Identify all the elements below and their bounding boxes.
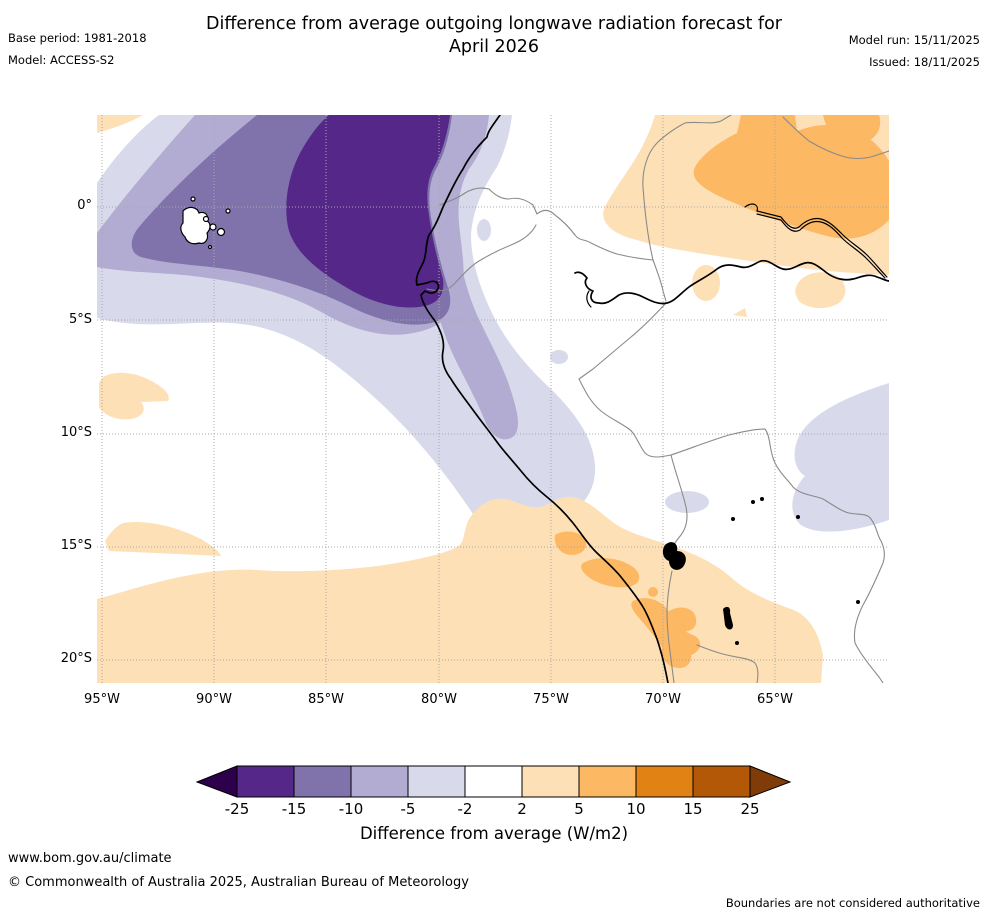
cb-tick-neg5: -5 [400,800,416,818]
footer-url: www.bom.gov.au/climate [8,851,172,866]
ucayali-river [586,290,592,308]
lon-label-85w: 85°W [308,692,344,707]
footer-copyright: © Commonwealth of Australia 2025, Austra… [8,875,469,890]
contours-positive [97,115,889,683]
contour-pos-2-west-mitten [99,372,169,420]
cb-tick-pos10: 10 [626,800,646,818]
andean-lakes [662,497,860,645]
contour-pos-5-northeast-main [693,115,889,239]
contour-pos-5-andes1 [554,531,587,555]
page-title-line1: Difference from average outgoing longwav… [206,14,782,34]
colorbar: -25 [180,760,810,804]
colorbar-tick-labels: -25 [225,801,250,804]
map-canvas [97,115,889,683]
lon-label-70w: 70°W [645,692,681,707]
contour-neg-5-coastal-strip [433,211,518,440]
lat-label-15s: 15°S [60,538,92,553]
islands-and-lakes [180,196,860,645]
page-title-line2: April 2026 [448,37,540,57]
contour-pos-2-south-band [97,496,823,683]
lon-label-90w: 90°W [196,692,232,707]
lon-label-80w: 80°W [421,692,457,707]
model-label: Model: ACCESS-S2 [8,53,115,67]
colorbar-seg-0 [236,765,295,798]
contours-negative-east [550,350,889,532]
amazon-river [574,259,889,305]
colorbar-tick: -25 [225,801,250,804]
contour-pos-2-amazon-spot2 [795,272,846,309]
country-borders [426,115,889,683]
model-run-label: Model run: 15/11/2025 [848,33,980,47]
rio-negro-bank-north [744,203,888,278]
contour-neg-15 [286,115,450,308]
lake-titicaca [662,542,686,570]
contour-pos-5-titicaca-south [661,642,692,669]
contour-pos-2-amazon-spot3 [733,308,747,317]
footer-boundaries-note: Boundaries are not considered authoritat… [725,896,980,910]
cb-tick-pos15: 15 [683,800,703,818]
colorbar-seg-5 [521,765,580,798]
lon-label-95w: 95°W [84,692,120,707]
colorbar-seg-4 [464,765,523,798]
cb-tick-pos5: 5 [574,800,584,818]
coastline-and-rivers [415,115,889,683]
contour-neg-2-tiny-patch [550,350,568,364]
contour-pos-5-andes2 [581,558,640,588]
colorbar-seg-8 [692,765,751,798]
lat-label-5s: 5°S [68,312,92,327]
lon-label-65w: 65°W [757,692,793,707]
lat-label-10s: 10°S [60,425,92,440]
colorbar-seg-1 [293,765,352,798]
contour-pos-5-titicaca-west [631,598,701,657]
contour-pos-5-andes3 [648,587,658,597]
base-period-label: Base period: 1981-2018 [8,31,147,45]
forecast-map [97,115,889,683]
colorbar-arrow-left [195,765,238,798]
cb-tick-neg25: -25 [224,800,250,818]
lat-label-20s: 20°S [60,651,92,666]
coastline-path [415,115,669,683]
colorbar-seg-3 [407,765,466,798]
contour-pos-2-amazon-spot1 [692,265,720,301]
contour-pos-5-titicaca-east [667,607,697,632]
colorbar-seg-7 [635,765,694,798]
cb-tick-pos2: 2 [517,800,527,818]
cb-tick-pos25: 25 [740,800,760,818]
lon-label-75w: 75°W [533,692,569,707]
colorbar-seg-6 [578,765,637,798]
lat-label-0: 0° [77,198,92,213]
cb-tick-neg10: -10 [338,800,364,818]
rio-negro-bank-south [756,213,886,279]
galapagos-islands [180,196,231,250]
contour-neg-2-small-patch [665,491,709,513]
issued-label: Issued: 18/11/2025 [869,55,980,69]
contour-pos-5-northeast-corner [823,115,881,144]
contour-pos-2-topleft-wedge [97,115,143,133]
colorbar-seg-2 [350,765,409,798]
contour-neg-2-spot-border [477,219,491,241]
cb-tick-neg2: -2 [457,800,473,818]
contour-neg-2-right-patch [792,383,889,532]
lake-poopo [723,606,733,630]
colorbar-arrow-right [749,765,792,798]
cb-tick-neg15: -15 [281,800,307,818]
colorbar-canvas: -25 [195,765,792,804]
colorbar-axis-label: Difference from average (W/m2) [359,824,629,843]
